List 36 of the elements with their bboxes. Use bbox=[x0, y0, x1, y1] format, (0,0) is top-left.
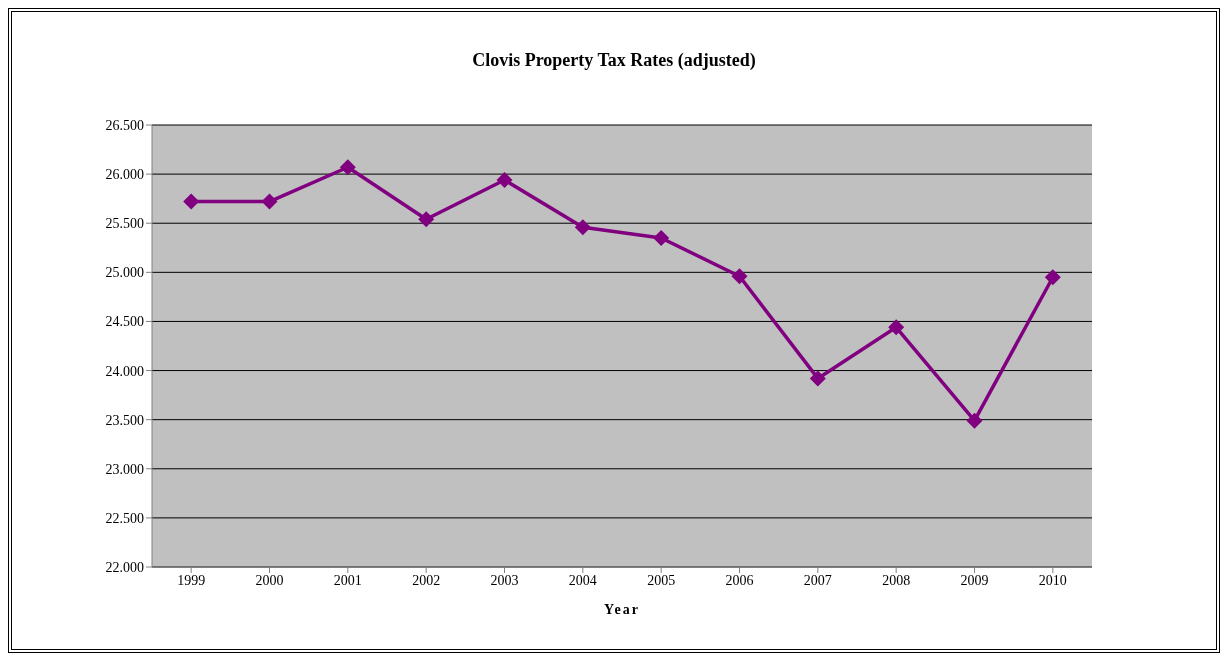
point bbox=[1044, 269, 1061, 286]
x-tick-label: 1999 bbox=[177, 572, 206, 588]
x-tick-label: 2003 bbox=[490, 572, 519, 588]
point bbox=[183, 193, 200, 210]
point bbox=[731, 268, 748, 285]
x-tick-label: 2007 bbox=[803, 572, 832, 588]
point bbox=[888, 319, 905, 336]
chart-title: Clovis Property Tax Rates (adjusted) bbox=[471, 50, 757, 71]
y-tick-label: 22.500 bbox=[105, 510, 144, 526]
x-tick-label: 2005 bbox=[647, 572, 676, 588]
point bbox=[496, 172, 513, 188]
y-tick-label: 26.500 bbox=[105, 117, 144, 133]
y-tick-label: 25.000 bbox=[105, 265, 144, 281]
y-tick-label: 22.000 bbox=[105, 559, 144, 575]
y-tick-label: 24.500 bbox=[105, 314, 144, 330]
point bbox=[653, 229, 670, 246]
point bbox=[966, 412, 983, 429]
y-tick-label: 26.000 bbox=[105, 167, 144, 183]
y-tick-label: 24.000 bbox=[105, 363, 144, 379]
point bbox=[339, 159, 356, 176]
y-tick-label: 23.000 bbox=[105, 461, 144, 477]
y-tick-label: 23.500 bbox=[105, 412, 144, 428]
x-axis-title: Year bbox=[604, 602, 640, 617]
x-tick-label: 2009 bbox=[960, 572, 989, 588]
x-tick-label: 2006 bbox=[725, 572, 754, 588]
point bbox=[418, 211, 435, 228]
x-tick-label: 2002 bbox=[412, 572, 441, 588]
point bbox=[261, 193, 278, 210]
x-tick-label: 2004 bbox=[568, 572, 597, 588]
x-tick-label: 2008 bbox=[882, 572, 911, 588]
point bbox=[809, 370, 826, 387]
x-tick-label: 2000 bbox=[255, 572, 284, 588]
x-tick-label: 2001 bbox=[333, 572, 362, 588]
y-tick-label: 25.500 bbox=[105, 216, 144, 232]
point bbox=[574, 219, 591, 236]
x-tick-label: 2010 bbox=[1038, 572, 1067, 588]
